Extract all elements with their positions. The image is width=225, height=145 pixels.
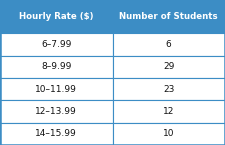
- Text: 10: 10: [163, 129, 175, 138]
- Bar: [112, 0, 225, 33]
- Bar: [0, 78, 112, 100]
- Text: 10–11.99: 10–11.99: [35, 85, 77, 94]
- Bar: [112, 78, 225, 100]
- Text: 12: 12: [163, 107, 174, 116]
- Bar: [0, 33, 112, 56]
- Bar: [0, 56, 112, 78]
- Bar: [112, 123, 225, 145]
- Text: 8–9.99: 8–9.99: [41, 62, 72, 71]
- Bar: [112, 33, 225, 56]
- Text: 29: 29: [163, 62, 174, 71]
- Text: 6–7.99: 6–7.99: [41, 40, 72, 49]
- Text: Number of Students: Number of Students: [119, 12, 218, 21]
- Bar: [112, 100, 225, 123]
- Bar: [0, 0, 112, 33]
- Text: 12–13.99: 12–13.99: [35, 107, 77, 116]
- Bar: [0, 100, 112, 123]
- Text: Hourly Rate ($): Hourly Rate ($): [19, 12, 94, 21]
- Text: 6: 6: [166, 40, 172, 49]
- Text: 14–15.99: 14–15.99: [35, 129, 77, 138]
- Bar: [112, 56, 225, 78]
- Text: 23: 23: [163, 85, 174, 94]
- Bar: [0, 123, 112, 145]
